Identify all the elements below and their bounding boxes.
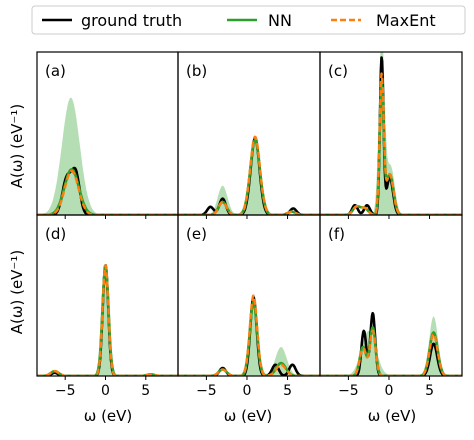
nn-uncertainty-band bbox=[320, 52, 462, 215]
panel--e-: −5 0 5 (e) bbox=[177, 214, 321, 399]
x-axis-label-right: ω (eV) bbox=[368, 407, 417, 425]
nn-uncertainty-band bbox=[37, 97, 178, 215]
panel-label: (c) bbox=[328, 62, 348, 80]
plot-area bbox=[320, 52, 462, 215]
plot-area bbox=[178, 135, 320, 215]
series-line-maxent bbox=[320, 72, 462, 215]
plot-area bbox=[320, 311, 462, 376]
plot-area bbox=[178, 294, 320, 376]
plot-area bbox=[37, 263, 178, 376]
x-axis-label-left: ω (eV) bbox=[84, 407, 133, 425]
x-tick-label: 0 bbox=[101, 383, 110, 399]
x-tick-label: 0 bbox=[243, 383, 252, 399]
panel--b-: (b) bbox=[177, 51, 321, 219]
panel-label: (a) bbox=[45, 62, 66, 80]
nn-uncertainty-band bbox=[37, 263, 178, 376]
plot-area bbox=[37, 97, 178, 215]
x-tick-label: −5 bbox=[196, 383, 217, 399]
legend-label-ground-truth: ground truth bbox=[81, 11, 182, 30]
panels: (a) (b) (c) −5 0 5 (d) −5 0 5 (e) −5 0 5 (f) bbox=[36, 51, 463, 399]
x-tick-label: 5 bbox=[425, 383, 434, 399]
x-axis-label-middle: ω (eV) bbox=[224, 407, 273, 425]
series-line-nn bbox=[320, 326, 462, 376]
legend-label-nn: NN bbox=[268, 11, 292, 30]
legend-label-maxent: MaxEnt bbox=[376, 11, 436, 30]
x-tick-label: −5 bbox=[338, 383, 359, 399]
series-line-nn bbox=[37, 265, 178, 376]
series-line-maxent bbox=[178, 135, 320, 215]
x-tick-label: 5 bbox=[283, 383, 292, 399]
panel-label: (d) bbox=[45, 225, 66, 243]
x-tick-label: 0 bbox=[385, 383, 394, 399]
panel-label: (e) bbox=[186, 225, 207, 243]
x-tick-label: −5 bbox=[55, 383, 76, 399]
panel--f-: −5 0 5 (f) bbox=[319, 214, 463, 399]
series-line-maxent bbox=[37, 169, 178, 215]
panel--c-: (c) bbox=[319, 51, 463, 219]
panel-label: (f) bbox=[328, 225, 345, 243]
panel-frame bbox=[319, 214, 463, 377]
legend: ground truth NN MaxEnt bbox=[31, 5, 466, 35]
panel--d-: −5 0 5 (d) bbox=[36, 214, 179, 399]
y-axis-label-top: A(ω) (eV⁻¹) bbox=[8, 104, 26, 188]
x-tick-label: 5 bbox=[141, 383, 150, 399]
series-line-maxent bbox=[320, 329, 462, 376]
series-line-ground-truth bbox=[320, 311, 462, 376]
y-axis-label-bottom: A(ω) (eV⁻¹) bbox=[8, 250, 26, 334]
panel--a-: (a) bbox=[36, 51, 179, 219]
panel-label: (b) bbox=[186, 62, 207, 80]
